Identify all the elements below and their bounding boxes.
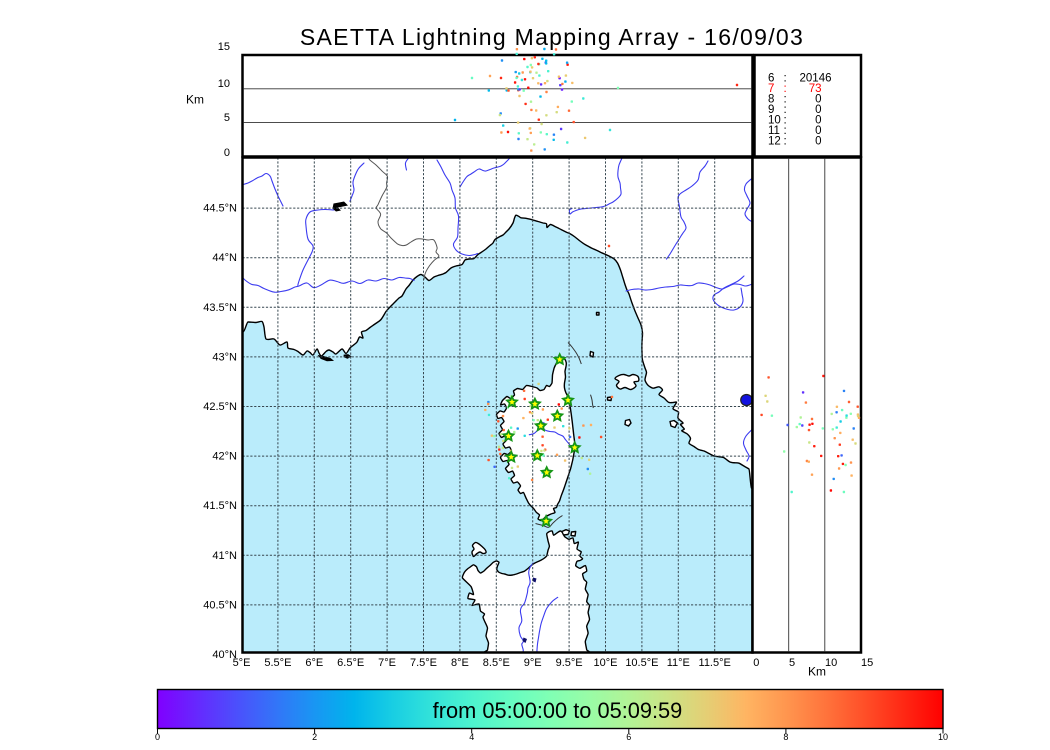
svg-text:15: 15: [218, 41, 230, 53]
svg-text:0: 0: [815, 94, 821, 106]
svg-text:6: 6: [768, 73, 774, 85]
svg-text:7: 7: [768, 83, 774, 95]
svg-text:7.5°E: 7.5°E: [410, 657, 437, 669]
svg-text:11°E: 11°E: [667, 657, 690, 669]
svg-text:10: 10: [768, 115, 781, 127]
svg-text:6°E: 6°E: [305, 657, 323, 669]
svg-text:11.5°E: 11.5°E: [699, 657, 731, 669]
svg-text:10: 10: [825, 657, 837, 669]
svg-text:6.5°E: 6.5°E: [337, 657, 364, 669]
svg-text:44.5°N: 44.5°N: [203, 203, 237, 215]
svg-text:73: 73: [809, 83, 822, 95]
svg-text:4: 4: [469, 732, 474, 742]
svg-text:8: 8: [783, 732, 788, 742]
svg-text:15: 15: [861, 657, 873, 669]
svg-text:0: 0: [815, 136, 821, 148]
svg-text:Km: Km: [186, 93, 204, 107]
svg-text:42°N: 42°N: [212, 451, 237, 463]
svg-text:0: 0: [224, 147, 230, 159]
svg-text:10: 10: [938, 732, 948, 742]
svg-text:5: 5: [789, 657, 795, 669]
svg-text::: :: [784, 136, 787, 148]
svg-text::: :: [784, 83, 787, 95]
svg-text:42.5°N: 42.5°N: [203, 401, 237, 413]
svg-text:9°E: 9°E: [524, 657, 542, 669]
svg-text:43°N: 43°N: [212, 351, 237, 363]
svg-text:10.5°E: 10.5°E: [625, 657, 658, 669]
svg-text:40°N: 40°N: [212, 649, 237, 661]
svg-text::: :: [784, 125, 787, 137]
svg-text:from 05:00:00 to 05:09:59: from 05:00:00 to 05:09:59: [433, 698, 683, 723]
svg-text:44°N: 44°N: [212, 252, 237, 264]
svg-text:0: 0: [815, 125, 821, 137]
svg-text:0: 0: [815, 115, 821, 127]
svg-text::: :: [784, 104, 787, 116]
svg-text:8°E: 8°E: [451, 657, 469, 669]
svg-text:0: 0: [155, 732, 160, 742]
svg-text:6: 6: [626, 732, 631, 742]
svg-text::: :: [784, 115, 787, 127]
svg-text:5°E: 5°E: [233, 657, 251, 669]
svg-text:12: 12: [768, 136, 781, 148]
svg-text::: :: [784, 73, 787, 85]
svg-text:41.5°N: 41.5°N: [203, 500, 237, 512]
svg-text:8: 8: [768, 94, 774, 106]
svg-text:7°E: 7°E: [378, 657, 396, 669]
svg-text:20146: 20146: [800, 73, 832, 85]
svg-text:41°N: 41°N: [212, 550, 237, 562]
svg-text:43.5°N: 43.5°N: [203, 302, 237, 314]
svg-text:0: 0: [815, 104, 821, 116]
svg-text:10: 10: [218, 78, 230, 90]
svg-text:9: 9: [768, 104, 774, 116]
svg-text::: :: [784, 94, 787, 106]
svg-text:2: 2: [312, 732, 317, 742]
svg-text:0: 0: [753, 657, 759, 669]
svg-text:10°E: 10°E: [594, 657, 618, 669]
svg-text:SAETTA Lightning Mapping Array: SAETTA Lightning Mapping Array - 16/09/0…: [300, 24, 804, 50]
svg-text:5.5°E: 5.5°E: [264, 657, 291, 669]
svg-text:40.5°N: 40.5°N: [203, 599, 237, 611]
svg-text:9.5°E: 9.5°E: [556, 657, 583, 669]
svg-text:8.5°E: 8.5°E: [483, 657, 510, 669]
svg-text:Km: Km: [808, 665, 826, 679]
svg-text:5: 5: [224, 112, 230, 124]
svg-text:11: 11: [768, 125, 780, 137]
